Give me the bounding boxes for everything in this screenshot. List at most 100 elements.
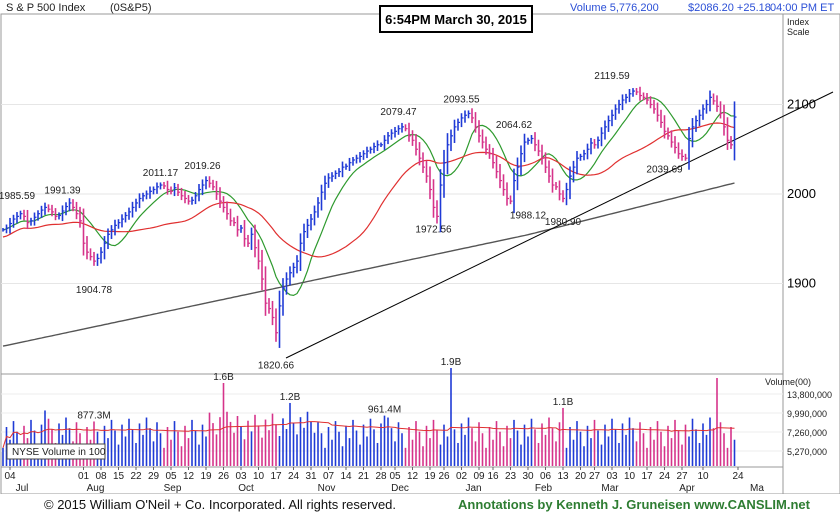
month-label: Ma <box>750 483 764 494</box>
price-bar <box>597 136 600 149</box>
date-tick-label: 31 <box>305 471 317 482</box>
volume-tick-label: 9,990,000 <box>787 409 827 419</box>
volume-scale-label: Volume(00) <box>765 377 811 387</box>
price-bar <box>723 104 726 136</box>
price-bar <box>338 168 341 177</box>
price-tick-label: 1900 <box>787 276 816 291</box>
price-bar <box>222 196 226 213</box>
price-bar <box>138 193 142 209</box>
price-bar <box>464 110 467 123</box>
price-bar <box>467 110 471 119</box>
price-bar <box>72 199 75 212</box>
price-bar <box>320 184 324 211</box>
date-tick-label: 14 <box>340 471 352 482</box>
volume-label: 1.9B <box>441 357 462 368</box>
price-bar <box>205 176 208 190</box>
date-tick-label: 03 <box>235 471 247 482</box>
right-axis-panel <box>782 13 840 494</box>
price-bar <box>411 130 415 146</box>
price-bar <box>44 202 47 215</box>
price-bar <box>100 247 103 264</box>
price-bar <box>19 210 23 220</box>
price-bar <box>593 139 597 149</box>
date-tick-label: 19 <box>424 471 436 482</box>
price-bar <box>513 168 516 214</box>
price-bar <box>40 205 44 218</box>
price-bar <box>523 133 527 163</box>
footer: © 2015 William O'Neil + Co. Incorporated… <box>0 494 840 516</box>
price-bar <box>163 181 166 190</box>
index-scale-label-2: Scale <box>787 27 810 37</box>
price-bar <box>681 149 684 161</box>
price-bar <box>26 209 30 230</box>
price-bar <box>369 146 373 154</box>
price-bar <box>499 164 502 189</box>
price-bar <box>663 115 667 139</box>
price-bar <box>565 182 569 206</box>
price-bar <box>506 182 509 206</box>
price-bar <box>103 236 107 260</box>
price-bar <box>457 118 460 131</box>
price-bar <box>275 308 278 342</box>
price-bar <box>194 191 198 205</box>
price-bar <box>201 179 205 196</box>
price-bar <box>149 186 152 199</box>
price-bar <box>299 233 303 271</box>
price-bar <box>537 139 541 157</box>
price-tick-label: 2100 <box>787 97 816 112</box>
price-bar <box>429 166 432 200</box>
price-bar <box>502 174 506 196</box>
price-bar <box>324 175 327 200</box>
price-bar <box>436 200 439 224</box>
price-bars <box>2 86 737 348</box>
price-bar <box>110 225 114 239</box>
price-bar <box>492 147 495 169</box>
date-tick-label: 12 <box>183 471 195 482</box>
trendline <box>285 91 834 359</box>
price-bar <box>516 157 520 191</box>
volume-label: 1.1B <box>553 397 574 408</box>
price-bar <box>86 236 89 260</box>
price-bar <box>250 227 254 250</box>
price-text: $2086.20 +25.18 <box>688 2 771 14</box>
price-label: 2119.59 <box>594 71 630 82</box>
price-bar <box>191 196 194 205</box>
date-tick-label: 29 <box>148 471 160 482</box>
price-bar <box>226 201 229 220</box>
volume-annotations: 877.3M 1.6B 1.2B 961.4M 1.9B 1.1B <box>77 357 573 421</box>
price-bar <box>75 201 79 220</box>
price-bar <box>166 180 170 195</box>
moving-average-lines <box>2 96 735 347</box>
date-tick-label: 27 <box>676 471 688 482</box>
date-tick-label: 26 <box>218 471 230 482</box>
price-bar <box>709 90 712 112</box>
uptrend-line <box>285 91 834 359</box>
price-bar <box>233 217 236 227</box>
price-bar <box>660 109 663 128</box>
date-axis-panel <box>0 466 784 494</box>
date-tick-label: 15 <box>113 471 125 482</box>
price-bar <box>121 214 124 228</box>
date-tick-label: 21 <box>358 471 370 482</box>
price-bar <box>278 290 282 348</box>
date-tick-label: 17 <box>641 471 653 482</box>
date-tick-label: 16 <box>487 471 499 482</box>
price-bar <box>621 94 625 111</box>
price-bar <box>376 140 380 151</box>
price-bar <box>65 202 68 216</box>
date-tick-label: 19 <box>200 471 212 482</box>
price-bar <box>131 201 135 218</box>
price-bar <box>373 142 376 154</box>
price-label: 2064.62 <box>496 120 533 131</box>
price-bar <box>443 149 446 198</box>
price-label: 1904.78 <box>76 285 113 296</box>
date-tick-label: 10 <box>624 471 636 482</box>
price-bar <box>61 205 65 222</box>
price-bar <box>397 125 401 135</box>
price-bar <box>548 160 551 183</box>
date-tick-label: 17 <box>270 471 282 482</box>
date-tick-label: 08 <box>95 471 107 482</box>
price-bar <box>688 126 691 170</box>
price-bar <box>177 183 180 197</box>
price-bar <box>590 137 593 155</box>
